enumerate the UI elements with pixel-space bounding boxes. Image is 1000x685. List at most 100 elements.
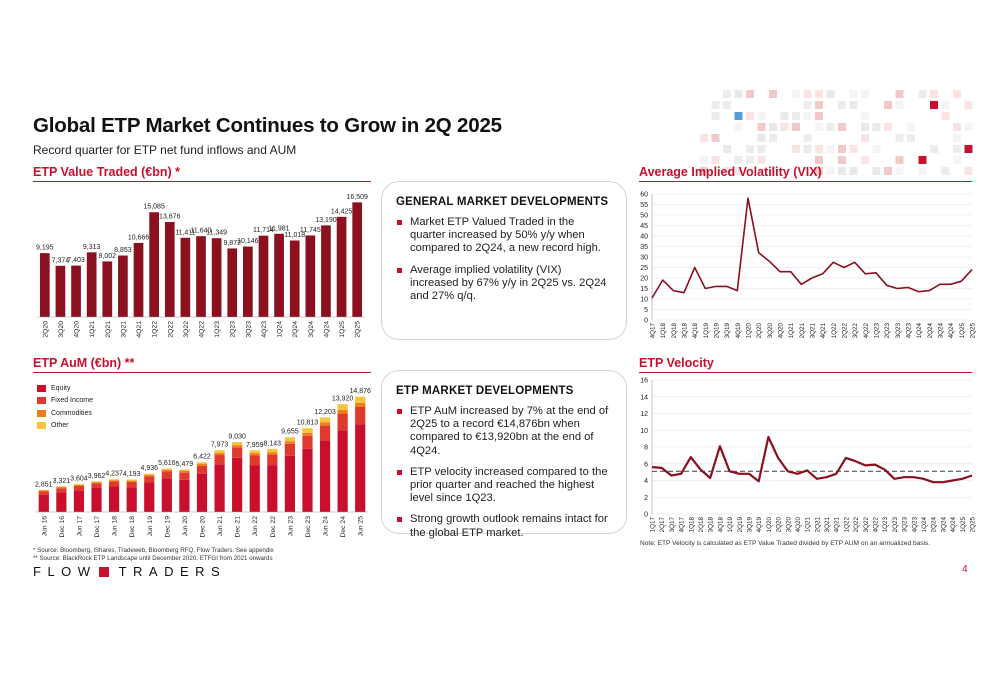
legend-label: Equity bbox=[51, 384, 71, 392]
pixel-tile bbox=[815, 167, 823, 175]
pixel-tile bbox=[884, 123, 892, 131]
pixel-tile bbox=[803, 134, 812, 142]
aum-bar-segment-other bbox=[319, 417, 331, 423]
value-traded-data-label: 11,349 bbox=[206, 230, 227, 237]
aum-bar-segment-other bbox=[196, 462, 208, 464]
value-traded-x-tick: 4Q24 bbox=[323, 321, 330, 338]
x-tick-label: 1Q24 bbox=[916, 323, 923, 339]
value-traded-data-label: 9,195 bbox=[36, 245, 54, 252]
pixel-tile bbox=[769, 123, 777, 131]
aum-data-label: 14,876 bbox=[349, 388, 371, 395]
x-tick-label: 4Q21 bbox=[834, 517, 841, 533]
value-traded-data-label: 15,085 bbox=[143, 204, 165, 211]
aum-data-label: 13,920 bbox=[332, 396, 354, 403]
x-tick-label: 4Q20 bbox=[795, 517, 802, 533]
value-traded-x-tick: 2Q24 bbox=[292, 321, 299, 338]
pixel-tile bbox=[803, 101, 812, 109]
x-tick-label: 3Q21 bbox=[824, 517, 831, 533]
y-tick-label: 35 bbox=[640, 244, 648, 251]
x-tick-label: 4Q20 bbox=[778, 323, 785, 339]
x-tick-label: 2Q25 bbox=[970, 517, 977, 533]
value-traded-bar bbox=[274, 233, 284, 317]
x-tick-label: 3Q23 bbox=[902, 517, 909, 533]
pixel-tile bbox=[734, 123, 743, 131]
value-traded-bar bbox=[321, 225, 331, 317]
aum-bar-segment-equity bbox=[284, 455, 295, 512]
aum-bar-segment-other bbox=[38, 489, 49, 491]
pixel-tile bbox=[918, 90, 927, 98]
aum-x-tick: Jun 19 bbox=[147, 516, 154, 537]
pixel-tile bbox=[711, 101, 720, 109]
vix-line bbox=[651, 197, 973, 299]
value-traded-bar bbox=[86, 252, 97, 317]
pixel-tile bbox=[815, 145, 823, 153]
aum-bar-segment-commodities bbox=[355, 402, 366, 407]
y-tick-label: 0 bbox=[644, 512, 648, 519]
pixel-tile bbox=[757, 123, 766, 131]
aum-bar-segment-fixed-income bbox=[196, 465, 208, 474]
aum-data-label: 3,962 bbox=[88, 473, 106, 480]
value-traded-chart: 9,195 2Q20 7,374 3Q20 7,403 4Q20 9,313 1Q21 8,00… bbox=[36, 194, 368, 338]
aum-bar-segment-equity bbox=[144, 482, 155, 512]
value-traded-x-tick: 4Q22 bbox=[199, 321, 206, 338]
pixel-tile bbox=[907, 134, 915, 142]
pixel-tile bbox=[872, 167, 881, 175]
x-tick-label: 2Q18 bbox=[698, 517, 705, 533]
pixel-tile bbox=[803, 90, 812, 98]
x-tick-label: 2Q25 bbox=[970, 323, 977, 339]
x-tick-label: 2Q24 bbox=[927, 323, 934, 339]
pixel-tile bbox=[964, 145, 973, 153]
x-tick-label: 4Q18 bbox=[717, 517, 724, 533]
aum-bar-segment-commodities bbox=[56, 487, 67, 489]
pixel-tile bbox=[734, 167, 743, 175]
general-market-card: GENERAL MARKET DEVELOPMENTS Market ETP V… bbox=[381, 181, 627, 340]
aum-title: ETP AuM (€bn) ** bbox=[33, 356, 135, 370]
pixel-tile bbox=[723, 90, 731, 98]
value-traded-x-tick: 3Q20 bbox=[58, 321, 65, 338]
general-bullet-1: Market ETP Valued Traded in the quarter … bbox=[396, 216, 612, 256]
y-tick-label: 10 bbox=[640, 297, 648, 304]
pixel-tile bbox=[953, 134, 961, 142]
pixel-tile bbox=[826, 90, 835, 98]
value-traded-x-tick: 1Q22 bbox=[152, 321, 159, 338]
x-tick-label: 4Q23 bbox=[906, 323, 913, 339]
value-traded-data-label: 11,745 bbox=[300, 227, 321, 234]
aum-bar-segment-other bbox=[267, 448, 278, 453]
y-tick-label: 25 bbox=[640, 265, 648, 272]
value-traded-data-label: 10,666 bbox=[128, 234, 150, 241]
aum-bar-segment-commodities bbox=[232, 445, 243, 448]
aum-bar-segment-fixed-income bbox=[319, 425, 331, 441]
value-traded-bar bbox=[55, 265, 66, 317]
legend-label: Other bbox=[51, 422, 69, 430]
aum-bar-segment-commodities bbox=[38, 490, 49, 492]
aum-bar-segment-commodities bbox=[144, 474, 155, 477]
pixel-tile bbox=[861, 123, 869, 131]
pixel-tile bbox=[757, 112, 766, 120]
value-traded-bar bbox=[133, 242, 144, 317]
x-tick-label: 1Q25 bbox=[959, 323, 966, 339]
value-traded-x-tick: 1Q25 bbox=[339, 321, 346, 338]
pixel-tile bbox=[918, 167, 927, 175]
pixel-tile bbox=[803, 145, 812, 153]
value-traded-title: ETP Value Traded (€bn) * bbox=[33, 165, 181, 179]
x-tick-label: 4Q23 bbox=[911, 517, 918, 533]
pixel-tile bbox=[700, 134, 708, 142]
aum-data-label: 5,616 bbox=[158, 460, 176, 467]
aum-bar-segment-commodities bbox=[196, 463, 208, 466]
y-tick-label: 2 bbox=[644, 495, 648, 502]
x-tick-label: 4Q22 bbox=[863, 323, 870, 339]
pixel-tile bbox=[803, 112, 812, 120]
aum-rule bbox=[33, 372, 371, 373]
pixel-tile bbox=[734, 156, 743, 164]
aum-x-tick: Jun 16 bbox=[41, 516, 48, 537]
aum-bar-segment-equity bbox=[38, 494, 49, 512]
value-traded-x-tick: 1Q23 bbox=[214, 321, 221, 338]
value-traded-bar bbox=[39, 253, 50, 317]
aum-bar-segment-commodities bbox=[337, 410, 348, 414]
x-tick-label: 2Q20 bbox=[756, 323, 763, 339]
value-traded-data-label: 11,018 bbox=[284, 232, 305, 239]
aum-bar-segment-other bbox=[91, 481, 102, 483]
pixel-tile bbox=[930, 101, 938, 109]
x-tick-label: 1Q25 bbox=[960, 517, 967, 533]
